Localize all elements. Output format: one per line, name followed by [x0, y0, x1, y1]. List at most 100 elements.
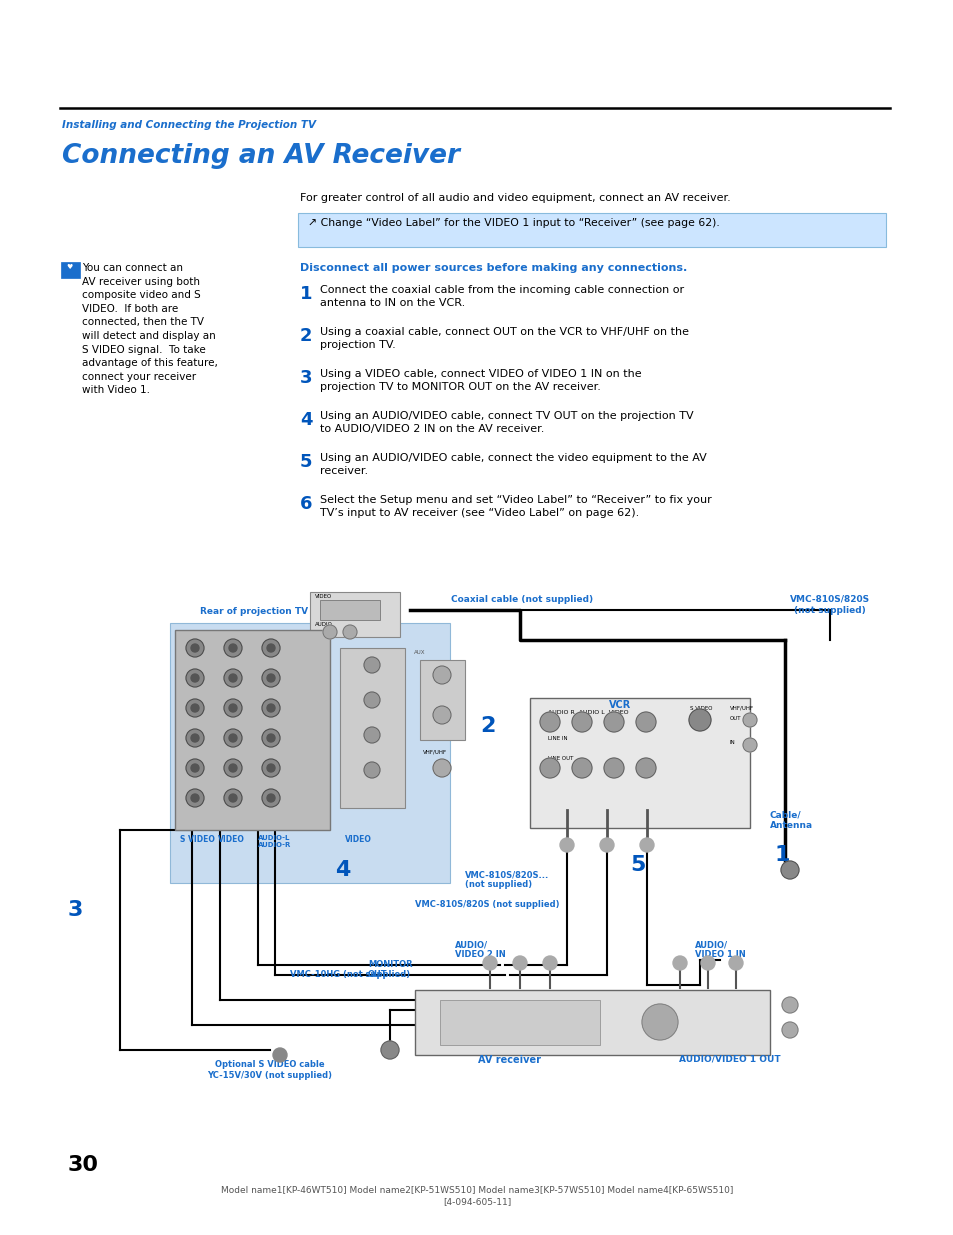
Circle shape: [191, 674, 199, 682]
Circle shape: [433, 760, 451, 777]
FancyBboxPatch shape: [530, 698, 749, 827]
Circle shape: [433, 706, 451, 724]
Text: AUDIO-L
AUDIO-R: AUDIO-L AUDIO-R: [257, 835, 291, 848]
Circle shape: [186, 638, 204, 657]
Circle shape: [364, 762, 379, 778]
Circle shape: [641, 1004, 678, 1040]
Circle shape: [539, 758, 559, 778]
Circle shape: [191, 643, 199, 652]
Text: 2: 2: [299, 327, 313, 345]
Circle shape: [781, 997, 797, 1013]
Text: Model name1[KP-46WT510] Model name2[KP-51WS510] Model name3[KP-57WS510] Model na: Model name1[KP-46WT510] Model name2[KP-5…: [220, 1186, 733, 1207]
Circle shape: [742, 713, 757, 727]
Text: You can connect an
AV receiver using both
composite video and S
VIDEO.  If both : You can connect an AV receiver using bot…: [82, 263, 217, 395]
Circle shape: [267, 704, 274, 713]
Text: VCR: VCR: [608, 700, 631, 710]
Circle shape: [262, 729, 280, 747]
Text: VIDEO: VIDEO: [314, 594, 332, 599]
Circle shape: [224, 638, 242, 657]
Circle shape: [224, 760, 242, 777]
Circle shape: [224, 699, 242, 718]
Text: Select the Setup menu and set “Video Label” to “Receiver” to fix your
TV’s input: Select the Setup menu and set “Video Lab…: [319, 495, 711, 519]
Text: IN: IN: [729, 740, 735, 745]
Text: Using a VIDEO cable, connect VIDEO of VIDEO 1 IN on the
projection TV to MONITOR: Using a VIDEO cable, connect VIDEO of VI…: [319, 369, 641, 393]
Circle shape: [267, 734, 274, 742]
Text: AV receiver: AV receiver: [478, 1055, 541, 1065]
Text: LINE OUT: LINE OUT: [547, 756, 573, 761]
Text: OUT: OUT: [729, 716, 740, 721]
FancyBboxPatch shape: [339, 648, 405, 808]
Text: AUDIO: AUDIO: [314, 622, 333, 627]
Circle shape: [636, 713, 656, 732]
Text: AUDIO/
VIDEO 2 IN: AUDIO/ VIDEO 2 IN: [455, 940, 505, 960]
Text: Connect the coaxial cable from the incoming cable connection or
antenna to IN on: Connect the coaxial cable from the incom…: [319, 285, 683, 309]
Text: S VIDEO: S VIDEO: [180, 835, 214, 844]
Text: MONITOR
OUT: MONITOR OUT: [368, 960, 413, 979]
Circle shape: [224, 729, 242, 747]
Circle shape: [262, 669, 280, 687]
Text: VIDEO: VIDEO: [345, 835, 372, 844]
Text: Rear of projection TV: Rear of projection TV: [200, 606, 308, 616]
Circle shape: [639, 839, 654, 852]
Circle shape: [542, 956, 557, 969]
Circle shape: [262, 699, 280, 718]
Circle shape: [229, 643, 236, 652]
Circle shape: [191, 794, 199, 802]
Circle shape: [229, 704, 236, 713]
Text: 5: 5: [629, 855, 644, 876]
Circle shape: [603, 758, 623, 778]
Circle shape: [513, 956, 526, 969]
Circle shape: [229, 674, 236, 682]
Circle shape: [229, 734, 236, 742]
Text: VMC-810S/820S...
(not supplied): VMC-810S/820S... (not supplied): [464, 869, 549, 889]
Circle shape: [572, 758, 592, 778]
Circle shape: [224, 789, 242, 806]
Circle shape: [380, 1041, 398, 1058]
Circle shape: [636, 758, 656, 778]
Circle shape: [267, 794, 274, 802]
Circle shape: [364, 727, 379, 743]
Circle shape: [267, 643, 274, 652]
Circle shape: [539, 713, 559, 732]
Circle shape: [364, 692, 379, 708]
Circle shape: [186, 669, 204, 687]
Text: AUDIO/VIDEO 1 OUT: AUDIO/VIDEO 1 OUT: [679, 1055, 780, 1065]
Circle shape: [599, 839, 614, 852]
Circle shape: [781, 1023, 797, 1037]
Circle shape: [559, 839, 574, 852]
Circle shape: [343, 625, 356, 638]
FancyBboxPatch shape: [61, 262, 80, 278]
Text: 1: 1: [774, 845, 790, 864]
Circle shape: [688, 709, 710, 731]
Text: VMC-810S/820S
(not supplied): VMC-810S/820S (not supplied): [789, 595, 869, 615]
FancyBboxPatch shape: [170, 622, 450, 883]
Circle shape: [672, 956, 686, 969]
Text: AUX: AUX: [414, 650, 425, 655]
Text: ↗ Change “Video Label” for the VIDEO 1 input to “Receiver” (see page 62).: ↗ Change “Video Label” for the VIDEO 1 i…: [308, 219, 719, 228]
Text: 1: 1: [299, 285, 313, 303]
Text: Connecting an AV Receiver: Connecting an AV Receiver: [62, 143, 459, 169]
Circle shape: [364, 657, 379, 673]
Text: For greater control of all audio and video equipment, connect an AV receiver.: For greater control of all audio and vid…: [299, 193, 730, 203]
Text: VMC-10HG (not supplied): VMC-10HG (not supplied): [290, 969, 410, 979]
Text: ♥: ♥: [67, 264, 73, 270]
Circle shape: [781, 861, 799, 879]
Circle shape: [728, 956, 742, 969]
Text: VMC-810S/820S (not supplied): VMC-810S/820S (not supplied): [415, 900, 558, 909]
Text: S VIDEO: S VIDEO: [689, 706, 712, 711]
Text: 3: 3: [68, 900, 83, 920]
Circle shape: [191, 704, 199, 713]
Circle shape: [186, 699, 204, 718]
Circle shape: [267, 764, 274, 772]
Circle shape: [267, 674, 274, 682]
FancyBboxPatch shape: [319, 600, 379, 620]
Circle shape: [323, 625, 336, 638]
Circle shape: [186, 760, 204, 777]
FancyBboxPatch shape: [439, 1000, 599, 1045]
Circle shape: [262, 760, 280, 777]
Text: 30: 30: [68, 1155, 99, 1174]
Circle shape: [229, 764, 236, 772]
Circle shape: [191, 764, 199, 772]
Text: Coaxial cable (not supplied): Coaxial cable (not supplied): [451, 595, 593, 604]
Text: AUDIO/
VIDEO 1 IN: AUDIO/ VIDEO 1 IN: [695, 940, 745, 960]
